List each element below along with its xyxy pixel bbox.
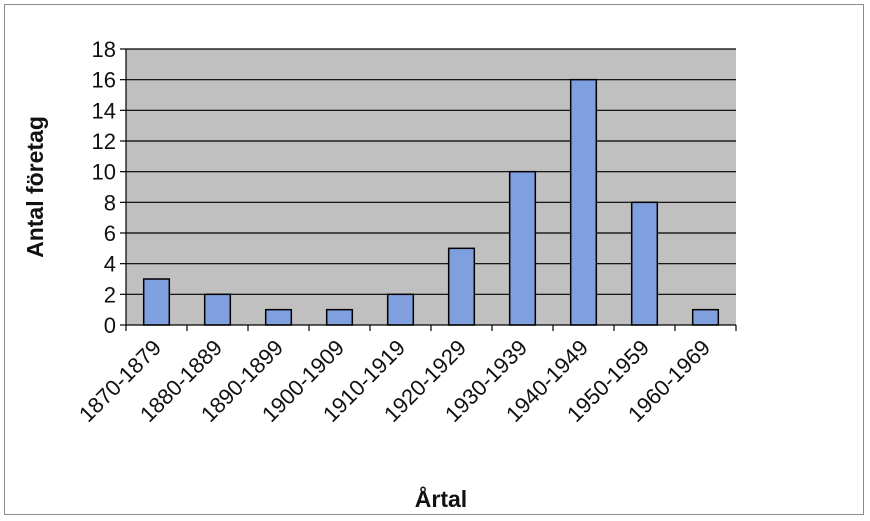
y-axis-title: Antal företag xyxy=(22,116,48,258)
y-tick-label: 4 xyxy=(104,252,116,277)
bar-1960-1969 xyxy=(691,308,720,326)
bar-1870-1879 xyxy=(142,278,171,326)
bar-1920-1929 xyxy=(447,247,476,326)
chart-frame: 0 2 4 6 8 10 12 14 16 18 1870-1879 1880-1889 1890-1… xyxy=(4,4,864,515)
bar-1930-1939 xyxy=(508,170,537,326)
y-tick-label: 14 xyxy=(92,98,116,123)
bar-1880-1889 xyxy=(203,293,232,326)
y-tick-label: 2 xyxy=(104,282,116,307)
bar-1900-1909 xyxy=(325,308,354,326)
y-tick-label: 16 xyxy=(92,68,116,93)
y-tick-label: 12 xyxy=(92,129,116,154)
x-tick-labels: 1870-18791880-18891890-18991900-19091910… xyxy=(74,335,715,427)
y-tick-label: 6 xyxy=(104,221,116,246)
y-tick-label: 18 xyxy=(92,37,116,62)
axes xyxy=(120,48,737,331)
bar-1950-1959 xyxy=(630,201,659,326)
bars xyxy=(142,78,720,326)
bar-1890-1899 xyxy=(264,308,293,326)
y-tick-label: 10 xyxy=(92,160,116,185)
bar-chart: 0 2 4 6 8 10 12 14 16 18 1870-18791880-18891890-1… xyxy=(22,37,737,512)
y-tick-label: 0 xyxy=(104,313,116,338)
y-tick-labels: 0 2 4 6 8 10 12 14 16 18 xyxy=(92,37,116,338)
y-tick-label: 8 xyxy=(104,190,116,215)
bar-1910-1919 xyxy=(386,293,415,326)
bar-1940-1949 xyxy=(569,78,598,326)
x-axis-title: Årtal xyxy=(415,485,467,512)
